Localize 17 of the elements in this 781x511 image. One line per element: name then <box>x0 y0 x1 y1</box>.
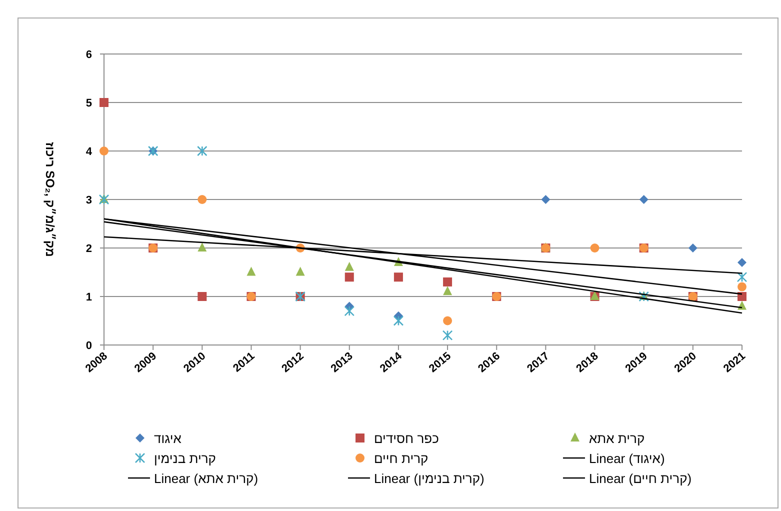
y-tick-label: 4 <box>86 146 93 158</box>
legend-label: Linear (קרית אתא) <box>154 471 258 486</box>
y-tick-label: 6 <box>86 49 92 61</box>
legend-label: Linear (קרית חיים) <box>589 471 692 486</box>
y-tick-label: 3 <box>86 194 92 206</box>
y-tick-label: 5 <box>86 98 92 110</box>
y-tick-label: 0 <box>86 340 92 352</box>
legend-label: Linear (איגוד) <box>589 451 665 466</box>
legend-label: כפר חסידים <box>374 431 440 446</box>
y-tick-label: 1 <box>86 292 92 304</box>
y-axis-title: ריכוז SO₂, מק״ג/מ״ק <box>43 142 57 257</box>
legend-label: Linear (קרית בנימין) <box>374 471 484 486</box>
legend-label: קרית בנימין <box>154 451 216 466</box>
legend-label: קרית חיים <box>374 451 428 466</box>
legend-label: קרית אתא <box>589 431 645 446</box>
y-tick-label: 2 <box>86 243 92 255</box>
legend-label: איגוד <box>154 431 182 446</box>
